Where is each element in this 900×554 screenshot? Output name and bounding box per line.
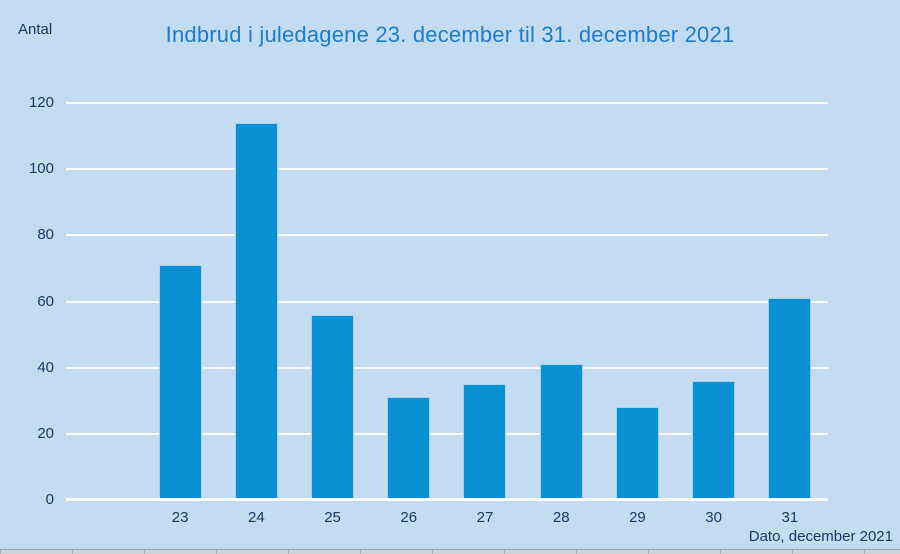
y-tick-label-100: 100	[28, 160, 54, 178]
y-axis-title: Antal	[18, 21, 53, 38]
y-tick-label-40: 40	[37, 358, 54, 376]
x-tick-label-31: 31	[781, 509, 799, 526]
bar-slot-30	[676, 103, 752, 500]
y-tick-label-120: 120	[28, 94, 54, 111]
bar-23	[158, 265, 202, 500]
plot-area	[66, 102, 828, 501]
bar-slot-29	[599, 103, 675, 500]
x-tick-label-23: 23	[171, 509, 189, 526]
bar-25	[311, 314, 355, 500]
x-tick-label-28: 28	[552, 509, 570, 526]
bar-24	[234, 122, 278, 500]
bar-27	[463, 384, 507, 500]
gridline-120	[66, 102, 828, 104]
x-tick-label-30: 30	[705, 509, 722, 526]
gridline-100	[66, 168, 828, 171]
x-tick-label-26: 26	[400, 509, 418, 526]
x-tick-label-24: 24	[247, 509, 265, 526]
x-tick-label-25: 25	[324, 509, 341, 526]
x-axis-line	[66, 498, 828, 501]
bar-31	[768, 298, 812, 500]
chart-title: Indbrud i juledagene 23. december til 31…	[165, 22, 735, 47]
bottom-edge-strip	[0, 549, 900, 554]
bars-container	[142, 103, 828, 500]
gridline-80	[66, 234, 828, 237]
x-tick-labels: 23 24 25 26 27 28 29 30 31	[142, 509, 828, 526]
gridline-40	[66, 366, 828, 369]
y-tick-label-60: 60	[37, 292, 54, 310]
bar-slot-31	[752, 103, 828, 500]
y-tick-label-0: 0	[45, 491, 54, 508]
y-tick-label-20: 20	[37, 424, 54, 442]
bar-slot-28	[523, 103, 599, 500]
bar-30	[692, 380, 736, 500]
bar-slot-24	[218, 103, 294, 500]
bar-slot-23	[142, 103, 218, 500]
x-axis-title: Dato, december 2021	[748, 528, 893, 545]
gridline-20	[66, 432, 828, 435]
bar-26	[387, 397, 431, 500]
bar-slot-27	[447, 103, 523, 500]
x-tick-label-29: 29	[629, 509, 646, 526]
x-tick-label-27: 27	[476, 509, 494, 526]
y-tick-label-80: 80	[37, 226, 54, 244]
gridline-60	[66, 300, 828, 303]
bar-29	[615, 407, 659, 500]
bar-slot-26	[371, 103, 447, 500]
bar-slot-25	[294, 103, 370, 500]
bar-28	[539, 364, 583, 500]
